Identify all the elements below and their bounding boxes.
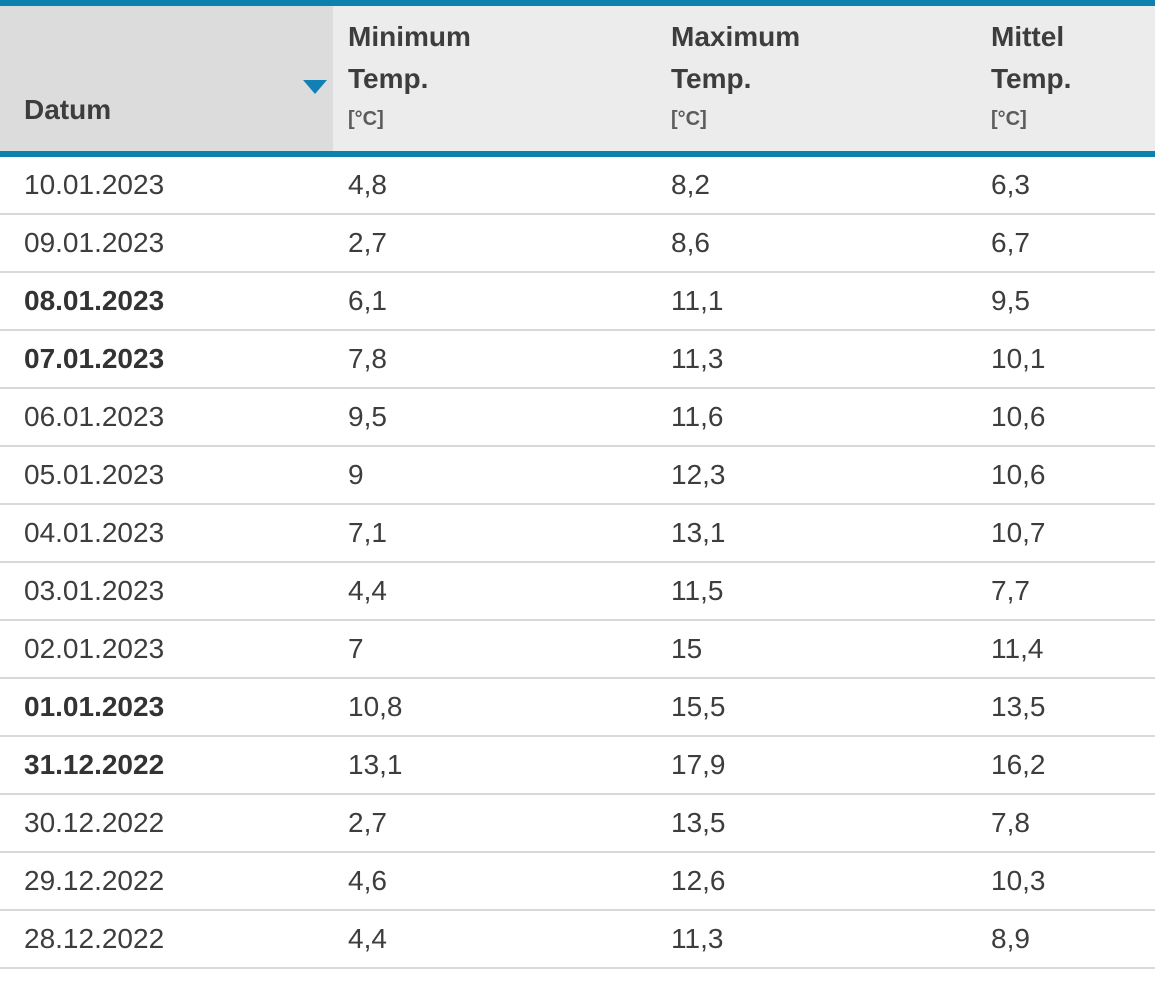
cell-min: 7 (333, 620, 656, 679)
cell-mittel: 8,9 (976, 910, 1155, 969)
cell-datum: 04.01.2023 (0, 504, 333, 563)
cell-max: 15,5 (656, 678, 976, 737)
cell-datum: 30.12.2022 (0, 794, 333, 853)
header-unit: [°C] (348, 108, 384, 130)
table-row: 03.01.2023 4,4 11,5 7,7 (0, 562, 1155, 621)
header-label: Maximum (671, 21, 801, 52)
table-row: 07.01.2023 7,8 11,3 10,1 (0, 330, 1155, 389)
cell-mittel: 6,3 (976, 154, 1155, 215)
cell-min: 7,8 (333, 330, 656, 389)
cell-min: 2,7 (333, 794, 656, 853)
cell-datum: 10.01.2023 (0, 154, 333, 215)
cell-datum: 03.01.2023 (0, 562, 333, 621)
cell-min: 2,7 (333, 214, 656, 273)
cell-max: 11,6 (656, 388, 976, 447)
cell-mittel: 10,3 (976, 852, 1155, 911)
cell-max: 11,3 (656, 330, 976, 389)
cell-max: 8,6 (656, 214, 976, 273)
table-row: 30.12.2022 2,7 13,5 7,8 (0, 794, 1155, 853)
header-label-line2: Temp. (671, 63, 752, 94)
cell-mittel: 7,8 (976, 794, 1155, 853)
sort-descending-icon (303, 80, 327, 94)
cell-max: 13,5 (656, 794, 976, 853)
cell-max: 15 (656, 620, 976, 679)
table-row: 10.01.2023 4,8 8,2 6,3 (0, 154, 1155, 215)
cell-max: 11,5 (656, 562, 976, 621)
cell-min: 7,1 (333, 504, 656, 563)
cell-mittel: 10,6 (976, 446, 1155, 505)
cell-datum: 05.01.2023 (0, 446, 333, 505)
cell-datum: 29.12.2022 (0, 852, 333, 911)
cell-datum: 01.01.2023 (0, 678, 333, 737)
column-header-minimum-temp[interactable]: Minimum Temp. [°C] (333, 3, 656, 157)
table-row: 05.01.2023 9 12,3 10,6 (0, 446, 1155, 505)
header-label: Mittel (991, 21, 1065, 52)
cell-datum: 09.01.2023 (0, 214, 333, 273)
cell-min: 9,5 (333, 388, 656, 447)
cell-mittel: 10,1 (976, 330, 1155, 389)
cell-max: 13,1 (656, 504, 976, 563)
cell-min: 4,4 (333, 562, 656, 621)
cell-mittel: 13,5 (976, 678, 1155, 737)
cell-min: 4,6 (333, 852, 656, 911)
cell-max: 17,9 (656, 736, 976, 795)
table-row: 08.01.2023 6,1 11,1 9,5 (0, 272, 1155, 331)
cell-min: 10,8 (333, 678, 656, 737)
cell-datum: 07.01.2023 (0, 330, 333, 389)
cell-max: 8,2 (656, 154, 976, 215)
header-label: Minimum (348, 21, 471, 52)
header-label-line2: Temp. (348, 63, 429, 94)
cell-min: 4,4 (333, 910, 656, 969)
cell-min: 9 (333, 446, 656, 505)
table-row: 06.01.2023 9,5 11,6 10,6 (0, 388, 1155, 447)
table-row: 09.01.2023 2,7 8,6 6,7 (0, 214, 1155, 273)
column-header-datum[interactable]: Datum (0, 3, 333, 157)
table-row: 29.12.2022 4,6 12,6 10,3 (0, 852, 1155, 911)
cell-mittel: 11,4 (976, 620, 1155, 679)
cell-min: 6,1 (333, 272, 656, 331)
table-row: 01.01.2023 10,8 15,5 13,5 (0, 678, 1155, 737)
column-header-mittel-temp[interactable]: Mittel Temp. [°C] (976, 3, 1155, 157)
cell-datum: 02.01.2023 (0, 620, 333, 679)
header-label: Datum (24, 94, 112, 125)
cell-mittel: 10,7 (976, 504, 1155, 563)
cell-datum: 31.12.2022 (0, 736, 333, 795)
cell-mittel: 7,7 (976, 562, 1155, 621)
cell-mittel: 10,6 (976, 388, 1155, 447)
cell-max: 12,6 (656, 852, 976, 911)
table-header-row: Datum Minimum Temp. [°C] Maximum Temp. [… (0, 3, 1155, 157)
table-row: 28.12.2022 4,4 11,3 8,9 (0, 910, 1155, 969)
cell-min: 13,1 (333, 736, 656, 795)
cell-max: 12,3 (656, 446, 976, 505)
cell-mittel: 16,2 (976, 736, 1155, 795)
column-header-maximum-temp[interactable]: Maximum Temp. [°C] (656, 3, 976, 157)
table-row: 31.12.2022 13,1 17,9 16,2 (0, 736, 1155, 795)
cell-min: 4,8 (333, 154, 656, 215)
table-body: 10.01.2023 4,8 8,2 6,3 09.01.2023 2,7 8,6 6,7 08… (0, 154, 1155, 969)
cell-datum: 28.12.2022 (0, 910, 333, 969)
cell-mittel: 6,7 (976, 214, 1155, 273)
cell-datum: 08.01.2023 (0, 272, 333, 331)
header-unit: [°C] (991, 108, 1027, 130)
cell-max: 11,3 (656, 910, 976, 969)
header-unit: [°C] (671, 108, 707, 130)
table-row: 02.01.2023 7 15 11,4 (0, 620, 1155, 679)
table-row: 04.01.2023 7,1 13,1 10,7 (0, 504, 1155, 563)
header-label-line2: Temp. (991, 63, 1072, 94)
cell-datum: 06.01.2023 (0, 388, 333, 447)
cell-mittel: 9,5 (976, 272, 1155, 331)
cell-max: 11,1 (656, 272, 976, 331)
